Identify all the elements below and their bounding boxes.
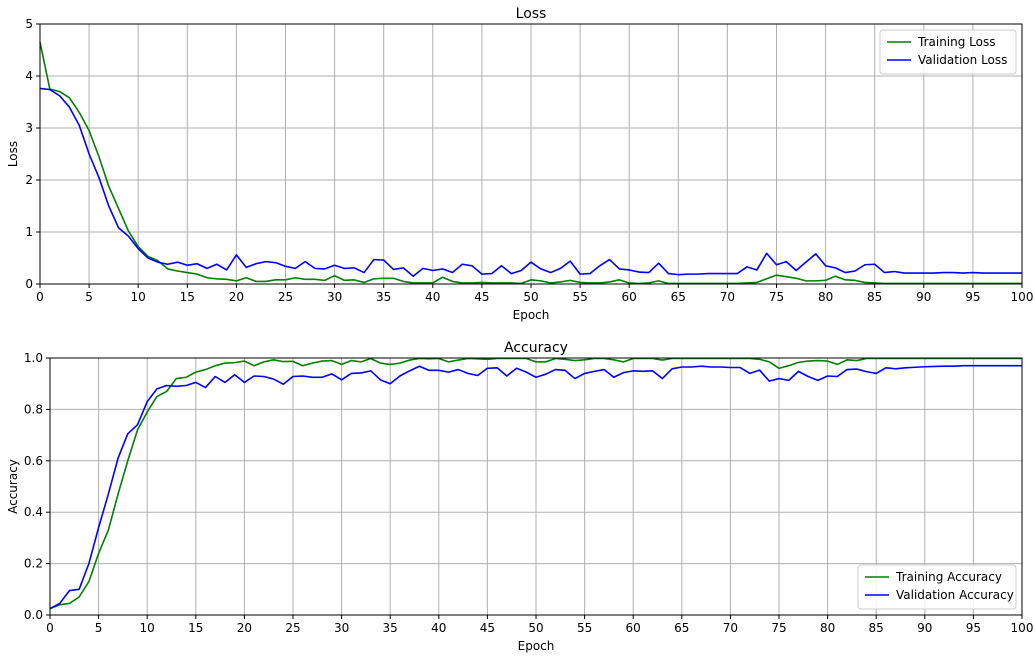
- x-tick-label: 40: [431, 621, 446, 635]
- legend-box: [879, 29, 1017, 75]
- x-tick-label: 50: [523, 290, 538, 304]
- x-tick-label: 45: [480, 621, 495, 635]
- x-tick-label: 65: [671, 290, 686, 304]
- x-tick-label: 90: [917, 621, 932, 635]
- y-tick-label: 0.2: [24, 557, 43, 571]
- x-tick-label: 55: [572, 290, 587, 304]
- x-tick-label: 80: [820, 621, 835, 635]
- series-line-1: [39, 87, 1022, 278]
- x-tick-label: 55: [577, 621, 592, 635]
- legend-label: Validation Accuracy: [896, 588, 1014, 602]
- x-tick-label: 75: [771, 621, 786, 635]
- x-tick-label: 30: [334, 621, 349, 635]
- legend-label: Validation Loss: [918, 53, 1007, 67]
- x-tick-label: 0: [46, 621, 54, 635]
- x-tick-label: 60: [626, 621, 641, 635]
- x-tick-label: 100: [1011, 621, 1034, 635]
- x-axis-label: Epoch: [513, 308, 550, 322]
- x-tick-label: 10: [140, 621, 155, 635]
- y-tick-label: 3: [25, 121, 33, 135]
- legend-label: Training Loss: [917, 35, 995, 49]
- x-tick-label: 10: [131, 290, 146, 304]
- x-tick-label: 75: [769, 290, 784, 304]
- x-tick-label: 15: [188, 621, 203, 635]
- x-tick-label: 70: [723, 621, 738, 635]
- accuracy-chart: 0 5 10 15 20 25 30 35 40 45 50 55 60 65 70 75 80 85 90 95 10…: [6, 340, 1033, 653]
- y-tick-label: 1: [25, 225, 33, 239]
- x-tick-label: 90: [916, 290, 931, 304]
- x-tick-label: 15: [180, 290, 195, 304]
- x-tick-label: 20: [229, 290, 244, 304]
- x-tick-label: 85: [869, 621, 884, 635]
- series-line-1: [49, 364, 1022, 610]
- chart-title: Loss: [516, 6, 547, 22]
- legend: Training Loss Validation Loss: [879, 29, 1017, 75]
- x-tick-label: 85: [867, 290, 882, 304]
- x-tick-label: 100: [1011, 290, 1034, 304]
- x-tick-label: 35: [376, 290, 391, 304]
- y-tick-label: 4: [25, 69, 33, 83]
- chart-title: Accuracy: [504, 340, 568, 356]
- y-tick-label: 0.6: [24, 454, 43, 468]
- y-tick-label: 0.4: [24, 505, 43, 519]
- legend: Training Accuracy Validation Accuracy: [857, 564, 1017, 610]
- x-tick-label: 25: [285, 621, 300, 635]
- x-tick-label: 65: [674, 621, 689, 635]
- legend-label: Training Accuracy: [895, 570, 1002, 584]
- y-tick-label: 0.8: [24, 402, 43, 416]
- y-tick-label: 2: [25, 173, 33, 187]
- x-tick-label: 40: [425, 290, 440, 304]
- y-axis-label: Loss: [6, 141, 20, 167]
- y-tick-label: 5: [25, 17, 33, 31]
- x-tick-label: 20: [237, 621, 252, 635]
- x-tick-label: 60: [622, 290, 637, 304]
- x-axis-label: Epoch: [518, 639, 555, 653]
- loss-chart: 0 5 10 15 20 25 30 35 40 45 50 55 60 65 70 75 80 85 90 95 10…: [6, 6, 1033, 322]
- x-tick-label: 35: [383, 621, 398, 635]
- x-tick-label: 95: [966, 621, 981, 635]
- series-line-0: [39, 42, 1022, 285]
- y-axis-label: Accuracy: [6, 459, 20, 514]
- series-line-0: [49, 357, 1022, 610]
- y-tick-label: 1.0: [24, 351, 43, 365]
- x-tick-label: 5: [95, 621, 103, 635]
- y-tick-label: 0: [25, 277, 33, 291]
- x-tick-label: 70: [720, 290, 735, 304]
- x-tick-label: 80: [818, 290, 833, 304]
- x-tick-label: 25: [278, 290, 293, 304]
- x-tick-label: 50: [528, 621, 543, 635]
- x-tick-label: 45: [474, 290, 489, 304]
- x-tick-label: 30: [327, 290, 342, 304]
- legend-box: [857, 564, 1017, 610]
- y-tick-label: 0.0: [24, 608, 43, 622]
- x-tick-label: 95: [965, 290, 980, 304]
- x-tick-label: 5: [85, 290, 93, 304]
- x-tick-label: 0: [36, 290, 44, 304]
